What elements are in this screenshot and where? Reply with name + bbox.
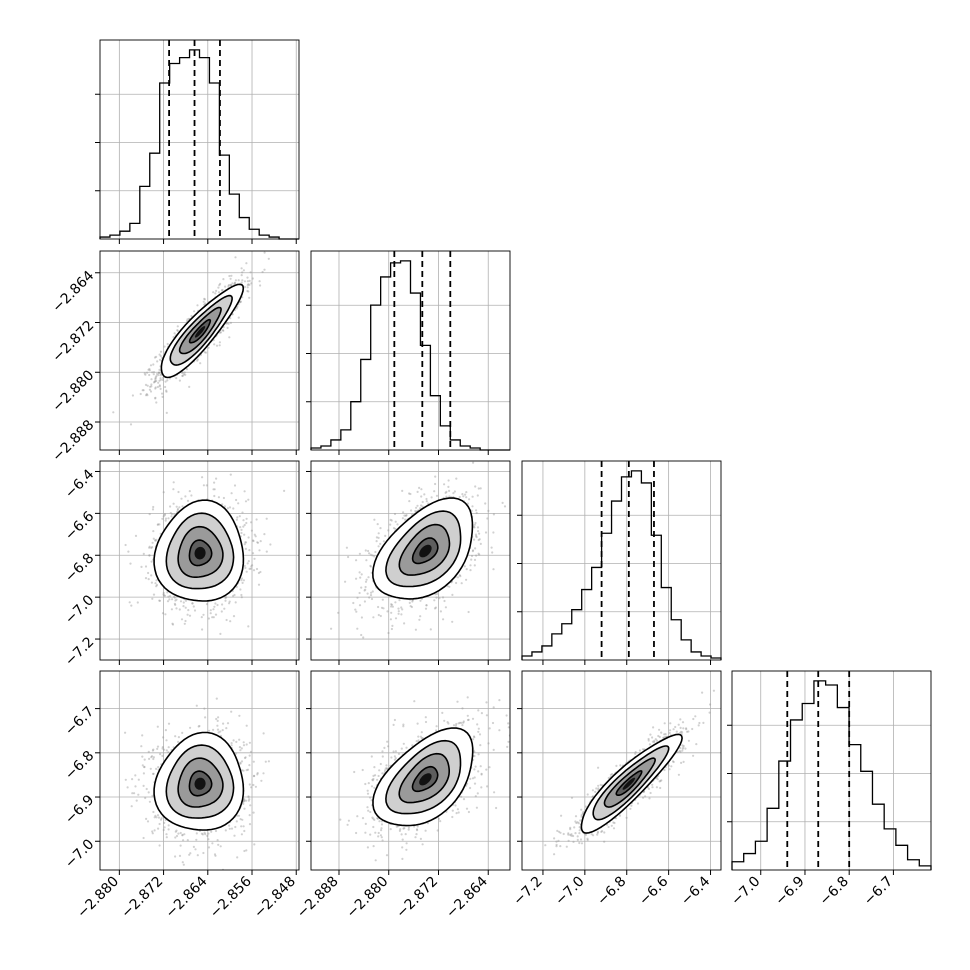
scatter-panel-frame	[310, 670, 511, 871]
contour-line	[615, 770, 643, 796]
lines-layer	[99, 40, 932, 870]
contour-line	[411, 537, 439, 565]
contour-line	[592, 745, 670, 821]
x-tick-label: −6.9	[772, 874, 807, 909]
contour-line	[411, 765, 439, 793]
density-peak	[194, 546, 206, 560]
x-tick-label: −2.864	[443, 873, 491, 921]
density-peak	[419, 544, 432, 558]
y-tick-label: −2.864	[49, 268, 97, 316]
contour-line	[165, 744, 235, 819]
y-tick-label: −6.4	[62, 466, 97, 501]
contour-line	[178, 306, 222, 355]
contour-line	[398, 752, 450, 804]
y-tick-label: −6.8	[62, 550, 97, 585]
histogram-step-line	[310, 260, 510, 451]
x-tick-label: −7.0	[552, 874, 587, 909]
x-tick-label: −6.4	[678, 873, 713, 908]
contour-line	[188, 539, 213, 567]
scatter-panel-frame	[310, 460, 511, 661]
x-tick-label: −7.2	[510, 874, 545, 909]
x-tick-label: −2.856	[207, 873, 255, 921]
density-peak	[419, 773, 432, 786]
scatter-panel-frame	[521, 670, 722, 871]
y-tick-label: −6.7	[62, 704, 97, 739]
y-tick-label: −2.888	[49, 417, 97, 465]
density-peak	[622, 777, 636, 790]
contour-line	[188, 770, 213, 797]
contour-line	[580, 733, 683, 834]
scatter-panel-frame	[99, 250, 300, 451]
contour-line	[177, 525, 224, 578]
x-tick-label: −2.880	[74, 874, 122, 922]
x-tick-label: −6.8	[594, 874, 629, 909]
x-tick-label: −2.864	[163, 873, 211, 921]
contour-line	[385, 510, 462, 588]
scatter-panel-frame	[99, 670, 300, 871]
density-peak	[194, 326, 206, 338]
y-tick-label: −2.872	[49, 318, 97, 366]
y-tick-label: −6.9	[62, 792, 97, 827]
y-tick-label: −7.0	[62, 592, 97, 627]
histogram-step-line	[521, 470, 722, 660]
x-tick-label: −2.872	[393, 874, 441, 922]
scatter-panel-frame	[99, 460, 300, 661]
y-tick-label: −2.880	[49, 367, 97, 415]
contour-line	[398, 523, 451, 576]
contour-line	[165, 512, 235, 590]
contour-line	[177, 757, 224, 808]
histogram-panel-frame	[310, 250, 511, 451]
contour-line	[153, 731, 245, 831]
x-tick-label: −6.7	[861, 874, 896, 909]
contour-line	[603, 757, 657, 808]
grid-layer	[100, 40, 931, 870]
contour-line	[385, 739, 462, 815]
histogram-step-line	[731, 680, 932, 870]
contour-line	[160, 283, 245, 379]
x-tick-label: −2.880	[344, 874, 392, 922]
contour-line	[153, 499, 245, 602]
histogram-panel-frame	[99, 39, 300, 240]
x-tick-label: −2.872	[118, 874, 166, 922]
frames-layer	[99, 39, 932, 871]
contour-line	[169, 294, 233, 366]
x-tick-label: −2.848	[251, 874, 299, 922]
contour-line	[371, 497, 474, 600]
y-tick-label: −7.2	[62, 634, 97, 669]
x-tick-label: −6.6	[636, 873, 671, 908]
histogram-panel-frame	[731, 670, 932, 871]
x-tick-label: −2.888	[294, 874, 342, 922]
histogram-panel-frame	[521, 460, 722, 661]
x-tick-label: −7.0	[728, 874, 763, 909]
x-tick-label: −6.8	[817, 874, 852, 909]
y-tick-label: −7.0	[62, 836, 97, 871]
histogram-step-line	[99, 49, 299, 240]
y-tick-label: −6.6	[62, 508, 97, 543]
contour-line	[188, 318, 212, 344]
density-peak	[194, 777, 206, 790]
contour-line	[372, 727, 474, 827]
y-tick-label: −6.8	[62, 748, 97, 783]
